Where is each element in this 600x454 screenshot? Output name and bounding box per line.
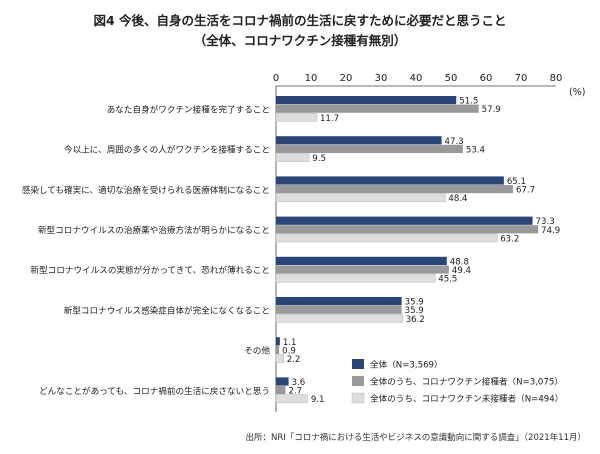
legend-swatch <box>352 359 364 369</box>
legend-swatch <box>352 376 364 386</box>
bar-value-label: 0.9 <box>282 346 296 356</box>
bar <box>275 153 310 162</box>
legend-label: 全体のうち、コロナワクチン接種者（N=3,075） <box>370 376 563 388</box>
x-tick-label: 80 <box>550 73 563 84</box>
bar <box>275 233 498 243</box>
bar-value-label: 9.5 <box>312 154 326 164</box>
bar-value-label: 11.7 <box>320 114 339 124</box>
bar-value-label: 48.4 <box>448 194 467 204</box>
bar <box>276 216 533 225</box>
bar <box>276 225 539 234</box>
source-note: 出所：NRI「コロナ禍における生活やビジネスの意識動向に関する調査」（2021年… <box>245 433 586 443</box>
x-tick-label: 60 <box>480 73 493 84</box>
bar-value-label: 48.8 <box>450 257 469 267</box>
bar-value-label: 2.7 <box>288 387 302 397</box>
bar-value-label: 45.5 <box>438 275 457 285</box>
bar <box>276 345 280 354</box>
x-tick-label: 20 <box>340 73 353 84</box>
category-label: 新型コロナウイルスの治療薬や治療方法が明らかになること <box>38 224 270 236</box>
chart-title-line1: 図4 今後、自身の生活をコロナ禍前の生活に戻すために必要だと思うこと <box>93 13 507 28</box>
bar-value-label: 51.5 <box>459 97 478 107</box>
category-label: あなた自身がワクチン接種を完了すること <box>107 103 270 115</box>
bar <box>276 185 513 194</box>
chart-title-line2: （全体、コロナワクチン接種有無別） <box>193 33 407 48</box>
bar-value-label: 35.9 <box>405 298 424 308</box>
x-tick-label: 70 <box>515 73 528 84</box>
bar-value-label: 74.9 <box>541 226 560 236</box>
bar-value-label: 9.1 <box>311 395 325 405</box>
bar <box>275 112 318 122</box>
category-label: 新型コロナウイルスの実態が分かってきて、恐れが薄れること <box>30 264 270 276</box>
bar-value-label: 47.3 <box>445 137 464 147</box>
x-tick-label: 30 <box>375 73 388 84</box>
bar-value-label: 73.3 <box>536 217 555 227</box>
category-label: その他 <box>244 345 270 357</box>
x-tick-label: 10 <box>305 73 318 84</box>
legend-label: 全体のうち、コロナワクチン未接種者（N=494） <box>370 393 563 405</box>
legend-box <box>344 350 556 406</box>
x-tick-label: 40 <box>410 73 423 84</box>
bar <box>275 354 284 363</box>
category-label: 新型コロナウイルス感染症自体が完全になくなること <box>64 304 270 316</box>
bar <box>275 273 436 283</box>
bar <box>276 176 504 185</box>
bar-value-label: 49.4 <box>452 266 471 276</box>
bar-value-label: 3.6 <box>292 378 306 388</box>
bar <box>275 313 403 323</box>
bar <box>276 256 447 265</box>
x-tick-label: 50 <box>445 73 458 84</box>
bar <box>275 193 446 203</box>
bar-value-label: 65.1 <box>507 177 526 187</box>
legend-swatch <box>351 392 365 404</box>
category-label: 感染しても確実に、適切な治療を受けられる医療体制になること <box>22 184 270 196</box>
bar <box>276 386 286 395</box>
bar-value-label: 1.1 <box>283 338 297 348</box>
bar-value-label: 53.4 <box>466 145 485 155</box>
bar <box>276 297 402 306</box>
bar <box>276 136 442 145</box>
bar <box>276 377 289 386</box>
bar-value-label: 57.9 <box>482 105 501 115</box>
bar <box>275 394 309 404</box>
category-label: 今以上に、周囲の多くの人がワクチンを接種すること <box>64 144 270 156</box>
bar <box>276 144 463 153</box>
unit-label: (%) <box>569 87 585 98</box>
bar-value-label: 67.7 <box>516 186 535 196</box>
bar <box>276 104 479 113</box>
bar-value-label: 63.2 <box>500 234 519 244</box>
bar-value-label: 35.9 <box>405 306 424 316</box>
bar <box>276 337 280 346</box>
bar-value-label: 2.2 <box>287 355 301 365</box>
category-label: どんなことがあっても、コロナ禍前の生活に戻さないと思う <box>39 385 270 397</box>
bar <box>276 305 402 314</box>
bar <box>276 265 449 274</box>
legend-label: 全体（N=3,569） <box>370 359 443 371</box>
x-tick-label: 0 <box>273 73 279 84</box>
bar-value-label: 36.2 <box>406 315 425 325</box>
bar <box>276 96 457 105</box>
